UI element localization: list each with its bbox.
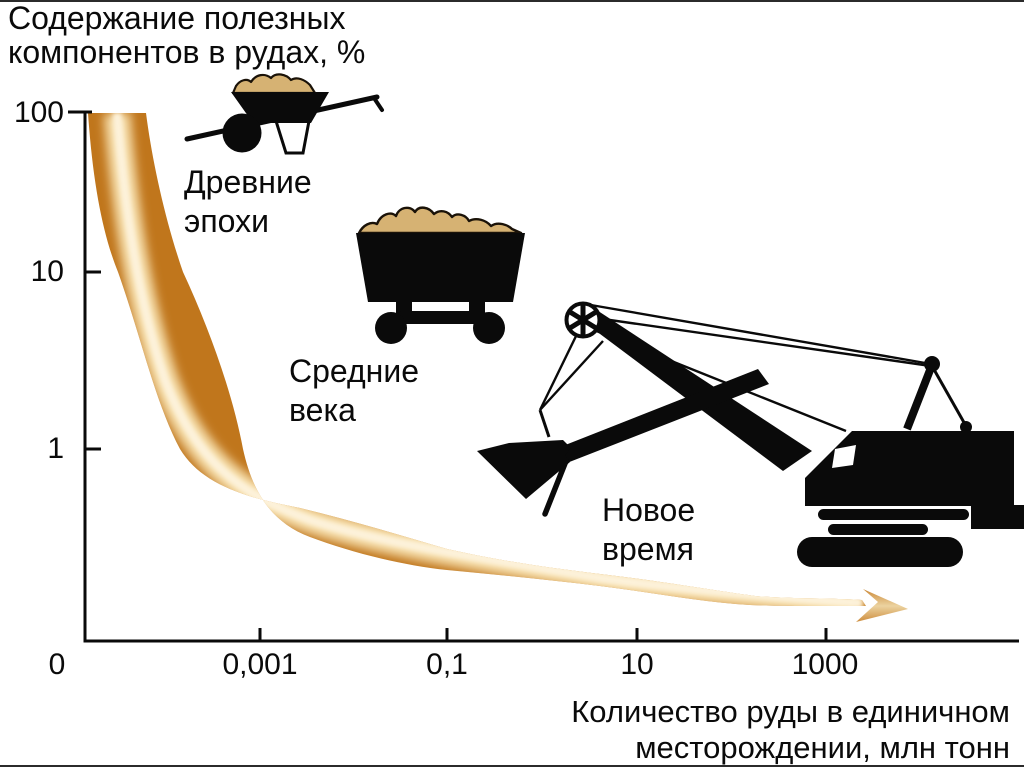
y-axis-tick-label-10: 10 [30, 255, 64, 288]
era-label-ancient: Древние эпохи [184, 164, 312, 239]
era-label-middle-ages: Средние века [289, 353, 420, 428]
mine-cart-ore [357, 206, 523, 235]
era-label-modern: Новое время [602, 492, 696, 567]
y-axis-tick-label-1: 1 [47, 432, 64, 465]
wheelbarrow-ore [231, 73, 317, 95]
x-axis-tick-label-0: 0 [48, 648, 66, 681]
x-axis-tick-label-10: 10 [620, 648, 654, 681]
chart-title: Содержание полезных компонентов в рудах,… [8, 0, 366, 70]
excavator-body [805, 431, 1024, 529]
axes [68, 110, 1019, 643]
x-axis-tick-label-1000: 1000 [791, 648, 859, 681]
excavator-dipper-arm [545, 369, 769, 468]
excavator-boom [576, 305, 812, 471]
x-axis-tick-label-0001: 0,001 [222, 648, 298, 681]
curve-band-highlight [112, 113, 863, 606]
excavator-icon [477, 301, 1024, 567]
bottom-border-line [0, 765, 1024, 767]
x-axis-tick-label-01: 0,1 [426, 648, 468, 681]
wheelbarrow-icon [184, 73, 384, 155]
wheelbarrow-wheel [222, 113, 262, 153]
excavator-bucket [477, 440, 571, 499]
y-axis-tick-label-100: 100 [13, 96, 64, 129]
ore-grade-curve-band [88, 113, 908, 622]
x-axis-title: Количество руды в единичном месторождени… [571, 694, 1010, 765]
axis-lines [83, 111, 1019, 643]
mine-cart-icon [356, 206, 525, 344]
top-border-line [0, 0, 1024, 2]
excavator-body-window [832, 445, 856, 468]
curve-arrowhead-icon [856, 589, 908, 622]
excavator-crawler-track [797, 537, 963, 567]
